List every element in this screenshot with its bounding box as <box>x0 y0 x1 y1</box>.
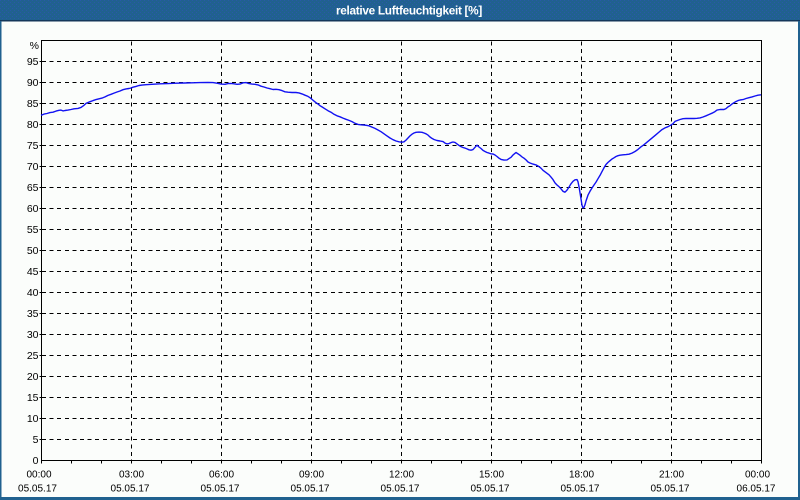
svg-text:12:00: 12:00 <box>389 470 414 481</box>
svg-text:80: 80 <box>27 119 39 131</box>
svg-text:55: 55 <box>27 224 39 236</box>
svg-text:90: 90 <box>27 77 39 89</box>
svg-text:05.05.17: 05.05.17 <box>381 484 420 495</box>
svg-text:05.05.17: 05.05.17 <box>651 484 690 495</box>
svg-text:06:00: 06:00 <box>209 470 234 481</box>
svg-text:60: 60 <box>27 203 39 215</box>
svg-text:5: 5 <box>33 434 39 446</box>
svg-text:05.05.17: 05.05.17 <box>291 484 330 495</box>
svg-text:25: 25 <box>27 350 39 362</box>
svg-text:03:00: 03:00 <box>119 470 144 481</box>
svg-text:40: 40 <box>27 287 39 299</box>
svg-text:75: 75 <box>27 140 39 152</box>
svg-text:95: 95 <box>27 56 39 68</box>
svg-text:05.05.17: 05.05.17 <box>201 484 240 495</box>
svg-text:15:00: 15:00 <box>479 470 504 481</box>
svg-text:65: 65 <box>27 182 39 194</box>
svg-text:70: 70 <box>27 161 39 173</box>
svg-text:00:00: 00:00 <box>745 470 770 481</box>
svg-text:05.05.17: 05.05.17 <box>471 484 510 495</box>
svg-text:18:00: 18:00 <box>569 470 594 481</box>
svg-text:05.05.17: 05.05.17 <box>111 484 150 495</box>
svg-text:50: 50 <box>27 245 39 257</box>
svg-text:0: 0 <box>33 455 39 467</box>
svg-text:21:00: 21:00 <box>659 470 684 481</box>
svg-text:06.05.17: 06.05.17 <box>737 484 776 495</box>
svg-text:30: 30 <box>27 329 39 341</box>
svg-text:85: 85 <box>27 98 39 110</box>
svg-text:09:00: 09:00 <box>299 470 324 481</box>
svg-text:00:00: 00:00 <box>26 470 51 481</box>
svg-text:05.05.17: 05.05.17 <box>18 484 57 495</box>
svg-text:05.05.17: 05.05.17 <box>561 484 600 495</box>
svg-text:15: 15 <box>27 392 39 404</box>
svg-text:relative Luftfeuchtigkeit [%]: relative Luftfeuchtigkeit [%] <box>336 4 482 18</box>
svg-text:%: % <box>30 40 39 52</box>
svg-text:20: 20 <box>27 371 39 383</box>
svg-text:35: 35 <box>27 308 39 320</box>
svg-text:45: 45 <box>27 266 39 278</box>
svg-text:10: 10 <box>27 413 39 425</box>
